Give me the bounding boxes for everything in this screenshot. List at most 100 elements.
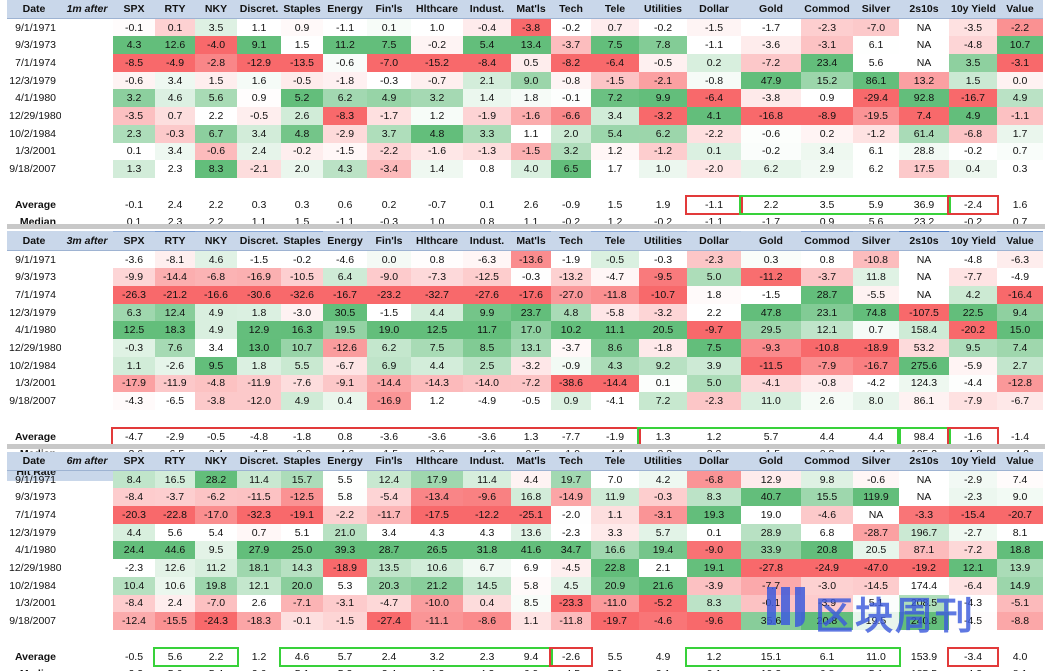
- column-header: Value: [997, 232, 1043, 251]
- data-cell: 124.3: [899, 374, 949, 393]
- data-cell: 0.0: [997, 71, 1043, 90]
- data-cell: -9.3: [741, 339, 801, 357]
- data-cell: 6.7: [463, 559, 511, 577]
- column-header: Fin'ls: [367, 0, 411, 19]
- data-cell: -11.1: [411, 612, 463, 630]
- data-cell: -0.6: [113, 71, 155, 90]
- table-row: 12/3/1979 6.3 12.4 4.9 1.8 -3.0 30.5 -1.5 4.4 9.9…: [7, 303, 1043, 322]
- data-cell: 5.6: [155, 523, 195, 542]
- table-row: 12/29/1980 -0.3 7.6 3.4 13.0 10.7 -12.6 6.2 7.5 8…: [7, 339, 1043, 357]
- data-cell: -15.2: [411, 54, 463, 72]
- data-cell: -8.4: [463, 54, 511, 72]
- summary-median-value: 8.1: [997, 665, 1043, 671]
- data-cell: 61.4: [899, 124, 949, 143]
- data-cell: -8.2: [551, 54, 591, 72]
- summary-average-value: -2.4: [949, 195, 997, 214]
- data-cell: -13.2: [551, 268, 591, 287]
- data-cell: 17.0: [511, 321, 551, 340]
- data-cell: -3.6: [113, 250, 155, 269]
- spacer-cell: [61, 268, 113, 286]
- data-cell: -6.3: [463, 250, 511, 269]
- summary-average-value: 1.6: [997, 195, 1043, 214]
- data-cell: -3.1: [801, 36, 853, 55]
- data-cell: -10.5: [281, 268, 323, 287]
- data-cell: 19.3: [687, 506, 741, 524]
- data-cell: 17.5: [899, 160, 949, 178]
- data-cell: -3.1: [639, 506, 687, 524]
- data-cell: -19.2: [899, 559, 949, 577]
- table-row: 1/3/2001 -8.4 2.4 -7.0 2.6 -7.1 -3.1 -4.7 -10.0 0…: [7, 594, 1043, 613]
- column-header: Dollar: [687, 0, 741, 19]
- data-cell: -28.7: [853, 523, 899, 542]
- data-cell: 12.9: [741, 470, 801, 489]
- data-cell: 4.6: [155, 89, 195, 108]
- date-column-header: Date: [7, 232, 61, 251]
- summary-average-value: 0.3: [281, 195, 323, 214]
- data-cell: 4.9: [949, 107, 997, 125]
- data-cell: -6.8: [949, 124, 997, 143]
- data-cell: 0.1: [639, 374, 687, 393]
- row-date: 9/3/1973: [15, 491, 56, 504]
- data-cell: -0.5: [281, 71, 323, 90]
- data-cell: 28.2: [195, 470, 237, 489]
- data-cell: 19.0: [367, 321, 411, 340]
- spacer-cell: [61, 196, 113, 214]
- data-cell: 8.0: [853, 392, 899, 410]
- row-date: 9/18/2007: [9, 615, 56, 628]
- data-cell: 9.5: [195, 356, 237, 375]
- data-cell: -1.2: [639, 142, 687, 161]
- data-cell: -16.9: [237, 268, 281, 287]
- data-cell: -0.9: [551, 356, 591, 375]
- column-header: Hlthcare: [411, 452, 463, 471]
- data-cell: -2.3: [949, 488, 997, 507]
- spacer-cell: [61, 36, 113, 54]
- data-cell: -1.8: [639, 339, 687, 357]
- data-cell: 24.4: [113, 541, 155, 560]
- column-header: Discret.: [237, 232, 281, 251]
- data-cell: -1.3: [463, 142, 511, 161]
- summary-median-value: 4.3: [463, 665, 511, 671]
- data-cell: 11.1: [591, 321, 639, 340]
- column-header: 2s10s: [899, 232, 949, 251]
- data-cell: 11.2: [323, 36, 367, 55]
- data-cell: 19.5: [323, 321, 367, 340]
- row-date: 12/29/1980: [9, 109, 61, 122]
- column-header: NKY: [195, 232, 237, 251]
- data-cell: -2.3: [801, 18, 853, 37]
- data-cell: 1.3: [113, 160, 155, 178]
- data-cell: 19.5: [853, 612, 899, 630]
- data-cell: 41.6: [511, 541, 551, 560]
- summary-median-value: 185.5: [899, 665, 949, 671]
- column-header: SPX: [113, 452, 155, 471]
- data-cell: -7.6: [281, 374, 323, 393]
- data-cell: 13.1: [511, 339, 551, 357]
- data-cell: 1.1: [511, 124, 551, 143]
- data-cell: 0.7: [853, 321, 899, 340]
- period-label: 1m after: [61, 0, 113, 19]
- data-cell: -13.5: [281, 54, 323, 72]
- data-cell: -0.3: [367, 71, 411, 90]
- data-cell: 10.7: [281, 339, 323, 357]
- data-cell: 6.7: [195, 124, 237, 143]
- data-cell: -0.1: [551, 89, 591, 108]
- summary-average-value: 98.4: [899, 427, 949, 446]
- data-cell: -1.5: [367, 303, 411, 322]
- data-cell: 29.5: [741, 321, 801, 340]
- table-row: 9/3/1973 -8.4 -3.7 -6.2 -11.5 -12.5 5.8 -5.4 -13…: [7, 488, 1043, 507]
- data-cell: -26.3: [113, 286, 155, 304]
- table-row: 9/3/1973 4.3 12.6 -4.0 9.1 1.5 11.2 7.5 -0.2 5.4 1…: [7, 36, 1043, 55]
- data-cell: 0.5: [511, 54, 551, 72]
- data-cell: 21.6: [639, 576, 687, 595]
- column-header: Commod: [801, 452, 853, 471]
- summary-median-value: 7.0: [591, 665, 639, 671]
- row-date: 7/1/1974: [15, 56, 56, 69]
- data-cell: 3.4: [367, 523, 411, 542]
- data-cell: -18.9: [323, 559, 367, 577]
- table-row: 9/18/2007 -12.4 -15.5 -24.3 -18.3 -0.1 -1.5 -27…: [7, 612, 1043, 630]
- data-cell: -4.7: [591, 268, 639, 287]
- data-cell: -38.6: [551, 374, 591, 393]
- data-cell: 4.1: [687, 107, 741, 125]
- column-header: Tele: [591, 232, 639, 251]
- data-cell: 13.9: [997, 559, 1043, 577]
